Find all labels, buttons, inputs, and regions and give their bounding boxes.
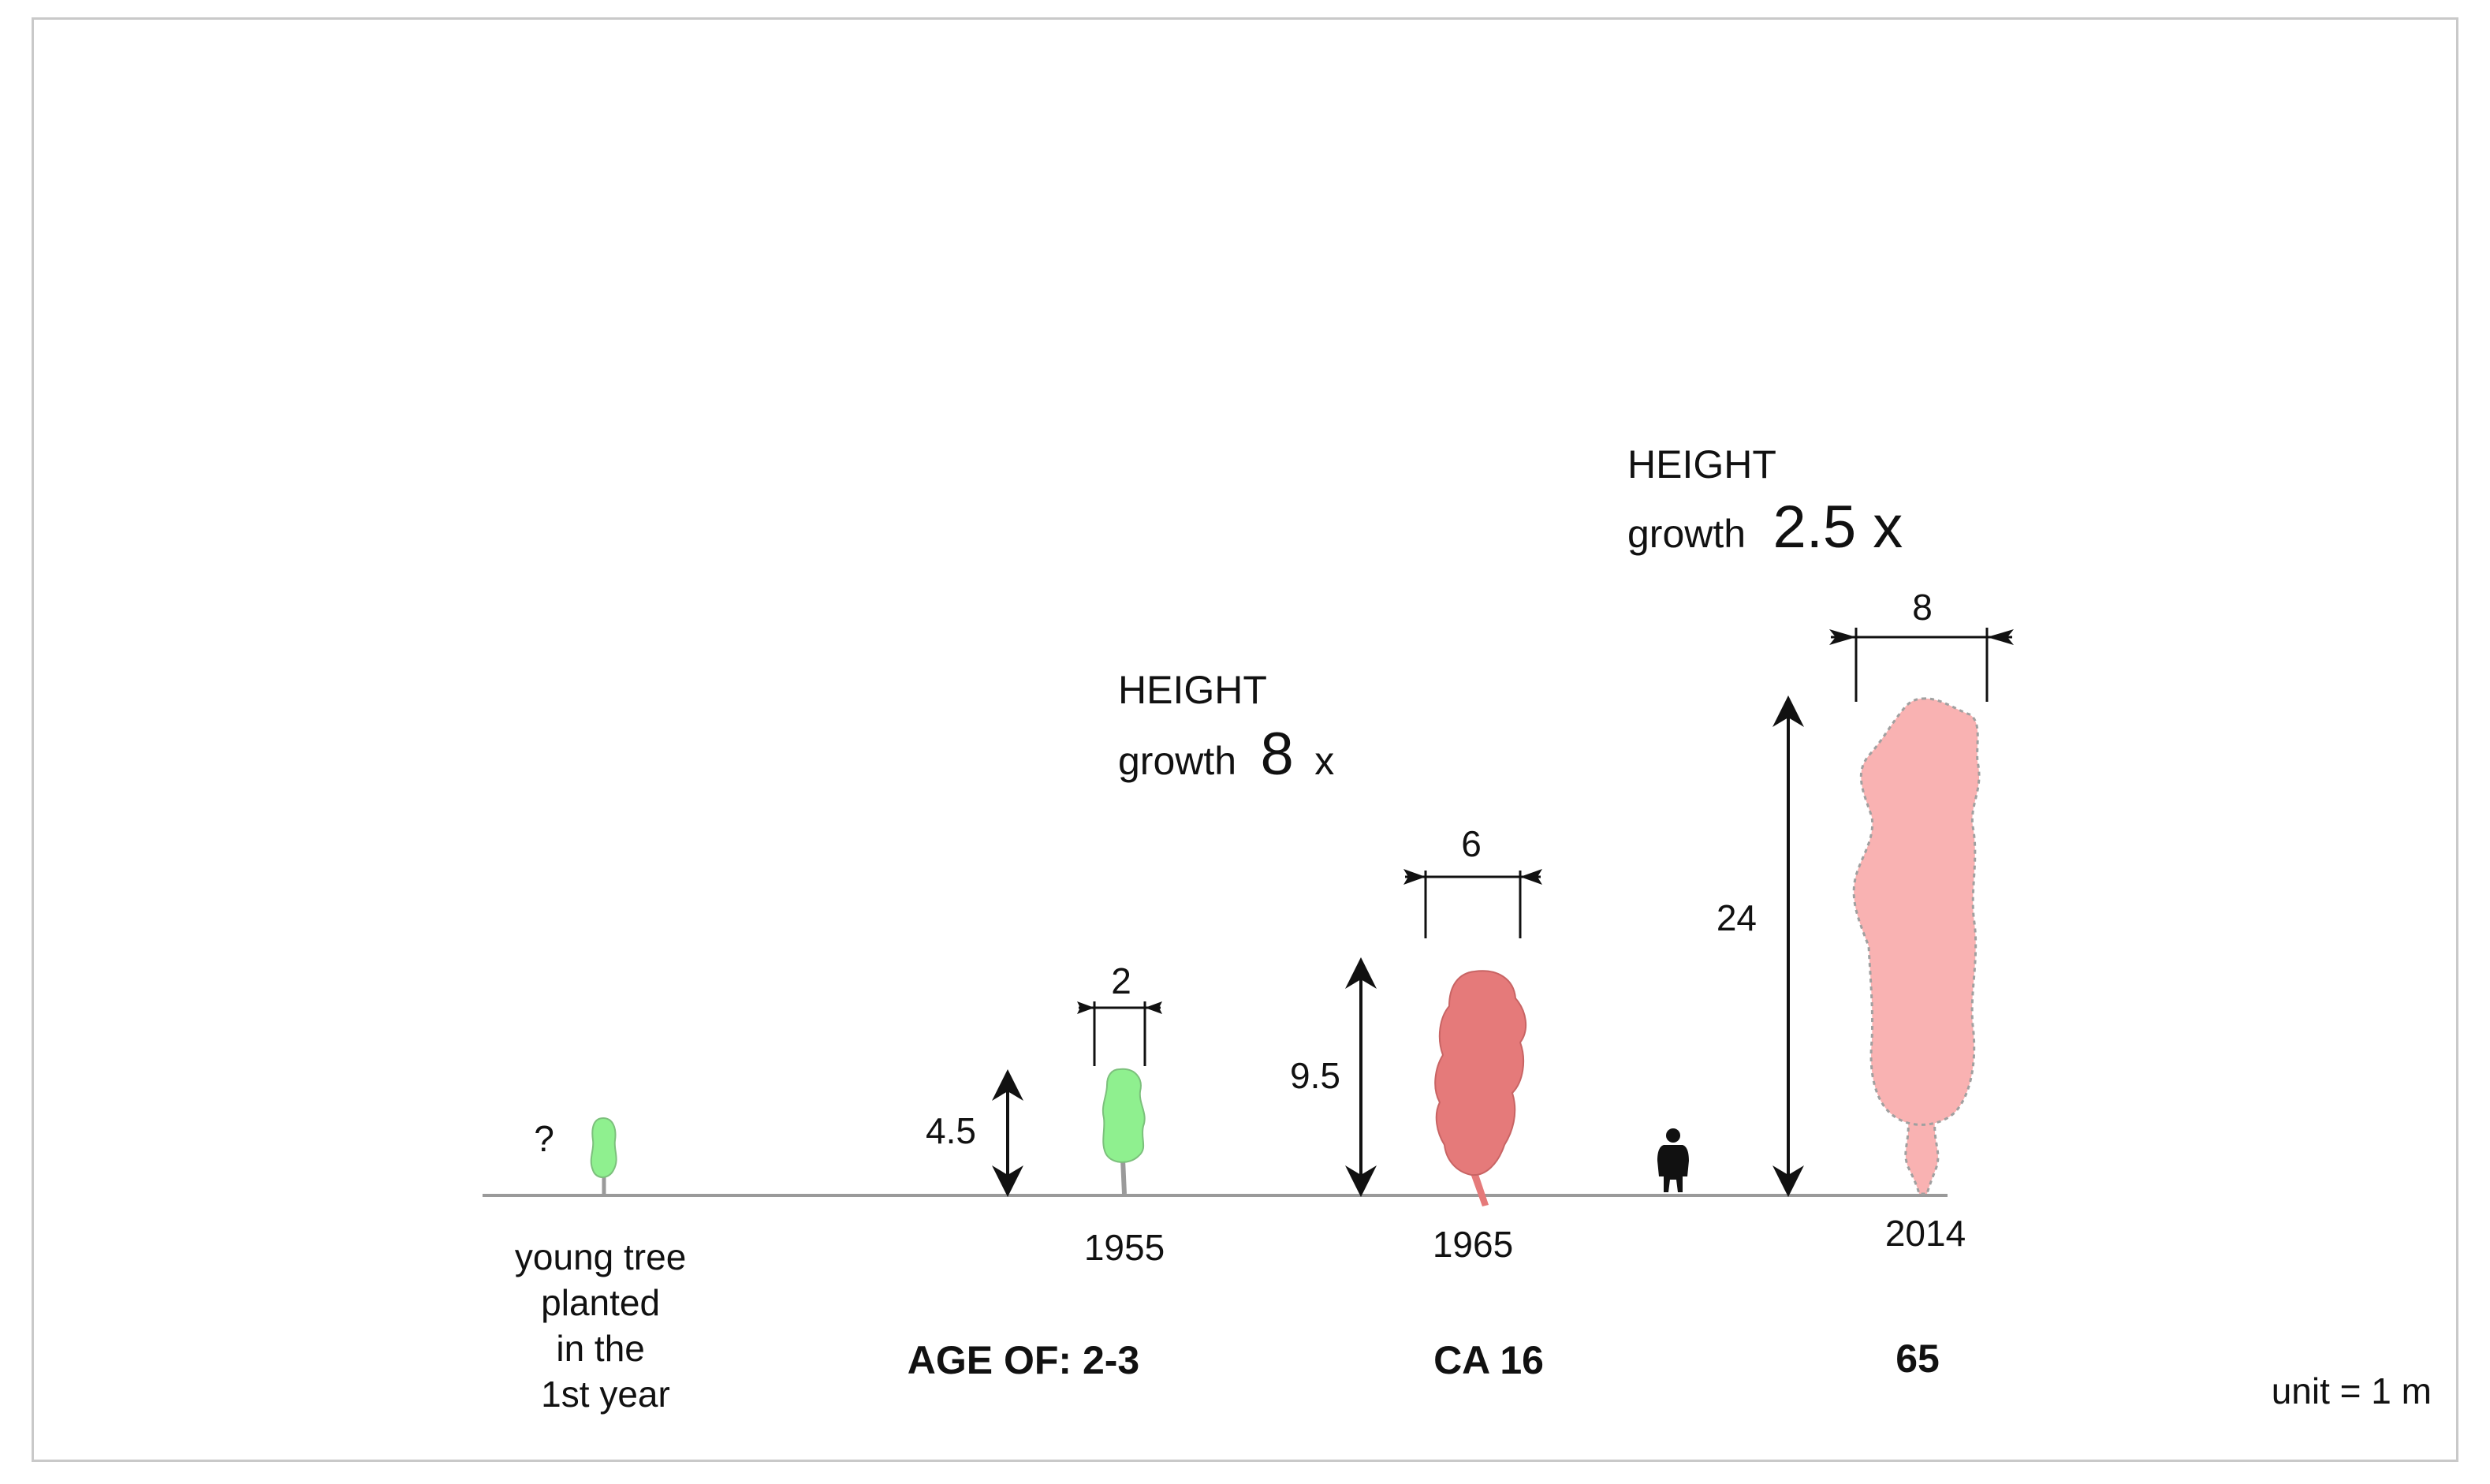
width-label-1955: 2 bbox=[1111, 960, 1131, 1001]
young-tree-crown bbox=[590, 1117, 617, 1178]
year-2014: 2014 bbox=[1885, 1213, 1966, 1254]
age-1955: AGE OF: 2-3 bbox=[908, 1338, 1139, 1382]
growth-note-2-5x: HEIGHT growth 2.5 x bbox=[1627, 442, 1903, 561]
width-arrow-right-1965 bbox=[1520, 869, 1542, 885]
growth-note-8x: HEIGHT growth 8 x bbox=[1118, 668, 1334, 788]
trunk-2014 bbox=[1904, 1118, 1940, 1195]
width-arrow-right-2014 bbox=[1987, 629, 2014, 645]
crown-1955 bbox=[1101, 1068, 1146, 1163]
person-silhouette-icon bbox=[1657, 1128, 1689, 1192]
stage-2014: 24 8 2014 65 bbox=[1717, 587, 2014, 1381]
figure-frame bbox=[32, 17, 2458, 1462]
width-arrow-left-1965 bbox=[1403, 869, 1426, 885]
growth-note-2-5x-title: HEIGHT bbox=[1627, 442, 1776, 487]
age-2014: 65 bbox=[1895, 1337, 1940, 1381]
height-label-1965: 9.5 bbox=[1290, 1055, 1340, 1096]
stage-young-tree: ? young tree planted in the 1st year bbox=[515, 1117, 696, 1415]
young-tree-height-label: ? bbox=[534, 1118, 554, 1159]
stage-1955: 4.5 2 1955 AGE OF: 2-3 bbox=[908, 960, 1165, 1382]
width-arrow-right-1955 bbox=[1145, 1001, 1162, 1014]
unit-note: unit = 1 m bbox=[2272, 1370, 2432, 1411]
height-label-2014: 24 bbox=[1717, 897, 1757, 938]
growth-note-8x-text: growth 8 x bbox=[1118, 721, 1334, 788]
age-1965: CA 16 bbox=[1433, 1338, 1544, 1382]
growth-note-2-5x-text: growth 2.5 x bbox=[1627, 494, 1903, 561]
trunk-1955 bbox=[1120, 1158, 1127, 1195]
height-label-1955: 4.5 bbox=[926, 1110, 976, 1151]
year-1965: 1965 bbox=[1433, 1224, 1513, 1265]
year-1955: 1955 bbox=[1084, 1227, 1165, 1268]
young-tree-caption: young tree planted in the 1st year bbox=[515, 1236, 696, 1415]
trunk-1965 bbox=[1468, 1167, 1489, 1206]
width-label-2014: 8 bbox=[1912, 587, 1933, 628]
growth-note-8x-title: HEIGHT bbox=[1118, 668, 1267, 712]
width-arrow-left-2014 bbox=[1829, 629, 1856, 645]
stage-1965: 9.5 6 1965 CA 16 bbox=[1290, 823, 1544, 1382]
width-arrow-left-1955 bbox=[1077, 1001, 1094, 1014]
crown-1965 bbox=[1434, 970, 1527, 1176]
width-label-1965: 6 bbox=[1461, 823, 1482, 864]
crown-2014 bbox=[1852, 697, 1981, 1126]
